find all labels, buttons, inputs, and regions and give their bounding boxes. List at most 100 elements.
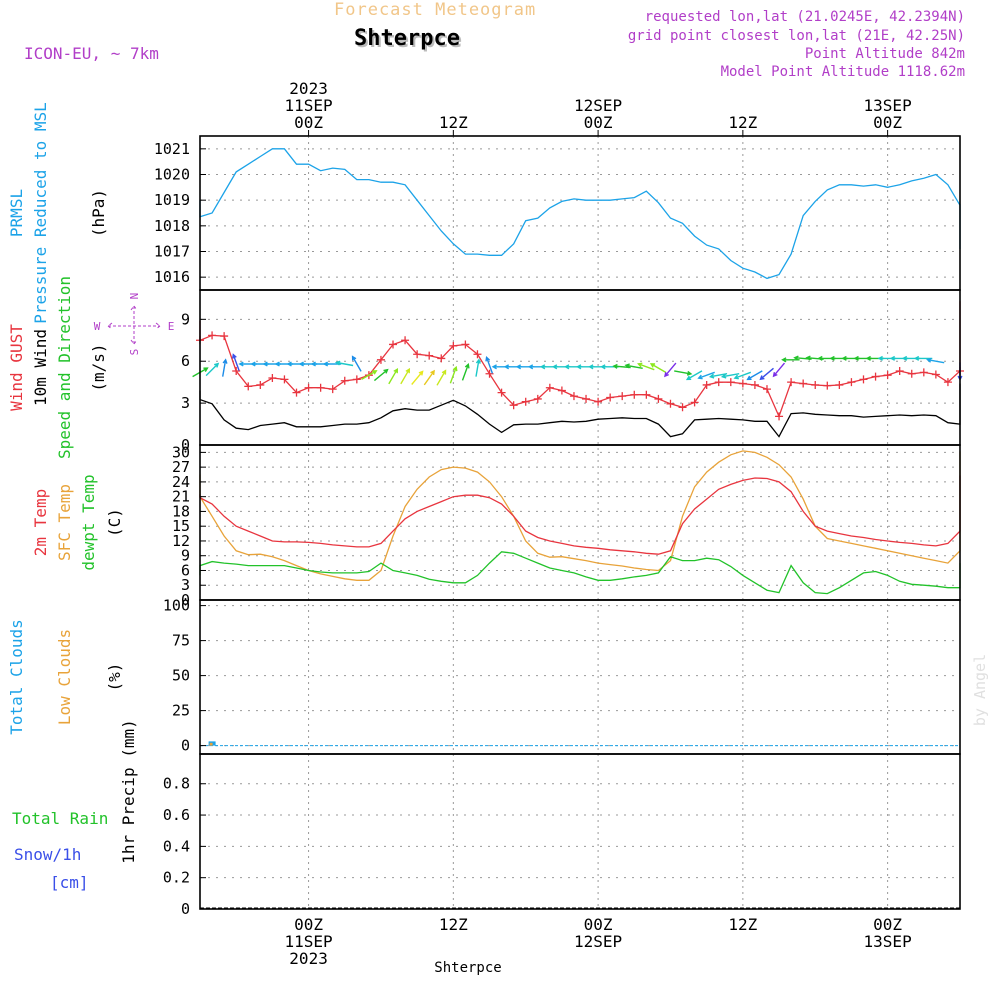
gust-marker xyxy=(847,378,856,387)
temperature-ytick-label: 21 xyxy=(172,488,190,506)
gust-marker xyxy=(376,355,385,364)
gust-marker xyxy=(401,336,410,345)
gust-marker xyxy=(931,370,940,379)
gust-marker xyxy=(268,373,277,382)
precip-legend-0: Total Rain xyxy=(12,809,108,828)
bottom-time-label: 00Z xyxy=(584,915,613,934)
wind-arrow xyxy=(361,370,378,381)
wind-arrow xyxy=(485,356,494,374)
gust-marker xyxy=(823,381,832,390)
gust-marker xyxy=(497,388,506,397)
gust-marker xyxy=(775,412,784,421)
bottom-time-label: 00Z xyxy=(294,915,323,934)
gust-marker xyxy=(895,366,904,375)
temperature-ytick-label: 30 xyxy=(172,443,190,461)
footer-location: Shterpce xyxy=(434,960,501,976)
wind-arrow xyxy=(720,373,740,379)
wind-arrow xyxy=(772,362,786,378)
gust-marker xyxy=(907,369,916,378)
top-time-label: 11SEP xyxy=(284,96,332,115)
pressure-ytick-label: 1020 xyxy=(154,166,190,184)
wind-ylabel-2: Speed and Direction xyxy=(55,276,74,459)
compass-south: S xyxy=(128,349,141,356)
gust-marker xyxy=(352,375,361,384)
temperature-ylabel-3: (C) xyxy=(105,508,124,537)
gust-marker xyxy=(449,341,458,350)
gust-marker xyxy=(618,392,627,401)
temperature-ylabel-2: dewpt Temp xyxy=(79,474,98,570)
gust-marker xyxy=(256,380,265,389)
wind-ytick-label: 3 xyxy=(181,394,190,412)
clouds-ytick-label: 25 xyxy=(172,702,190,720)
bottom-time-label: 11SEP xyxy=(284,932,332,951)
gust-marker xyxy=(666,399,675,408)
bottom-time-label: 12SEP xyxy=(574,932,622,951)
gust-marker xyxy=(316,383,325,392)
point-altitude: Point Altitude 842m xyxy=(804,46,965,62)
wind-ylabel-0: Wind GUST xyxy=(7,324,26,411)
gust-marker xyxy=(714,378,723,387)
wind-arrow xyxy=(423,369,435,386)
low-clouds-bar xyxy=(209,742,213,746)
gust-marker xyxy=(545,383,554,392)
pressure-ytick-label: 1019 xyxy=(154,191,190,209)
pressure-ylabel-1: Pressure Reduced to MSL xyxy=(31,102,50,324)
top-time-label: 00Z xyxy=(873,113,902,132)
precip-panel-frame xyxy=(199,753,961,910)
gust-marker xyxy=(702,380,711,389)
wind-ytick-label: 9 xyxy=(181,310,190,328)
precip-ytick-label: 0 xyxy=(181,900,190,918)
wind-arrow xyxy=(475,358,481,377)
gust-marker xyxy=(943,378,952,387)
wind-arrow xyxy=(461,363,470,381)
temperature-ytick-label: 3 xyxy=(181,576,190,594)
precip-ytick-label: 0.8 xyxy=(163,775,190,793)
gust-marker xyxy=(280,375,289,384)
gust-marker xyxy=(413,350,422,359)
wind-ytick-label: 0 xyxy=(181,436,190,454)
compass-north: N xyxy=(128,293,141,300)
wind-arrow xyxy=(926,357,945,364)
temperature-ytick-label: 0 xyxy=(181,591,190,609)
chart-title: Forecast Meteogram xyxy=(334,0,537,20)
temperature-panel-frame xyxy=(199,444,961,601)
top-time-label: 12SEP xyxy=(574,96,622,115)
precip-ytick-label: 0.4 xyxy=(163,837,190,855)
wind-arrow xyxy=(436,369,447,386)
clouds-ylabel-2: (%) xyxy=(105,663,124,692)
wind-arrow xyxy=(411,370,424,385)
wind-arrow xyxy=(388,367,399,385)
top-time-label: 00Z xyxy=(294,113,323,132)
wind-series-wind10m xyxy=(199,383,961,438)
wind-arrow xyxy=(685,370,703,381)
top-time-label: 2023 xyxy=(289,79,328,98)
wind-arrow xyxy=(637,362,655,371)
wind-arrow xyxy=(759,367,774,381)
temperature-ytick-label: 12 xyxy=(172,532,190,550)
gust-marker xyxy=(630,390,639,399)
gust-marker xyxy=(594,397,603,406)
gust-marker xyxy=(328,385,337,394)
wind-arrow xyxy=(697,371,715,380)
wind-arrow xyxy=(746,370,763,381)
pressure-panel-frame xyxy=(199,135,961,291)
grid-point-coords: grid point closest lon,lat (21E, 42.25N) xyxy=(627,28,965,44)
bottom-time-label: 12Z xyxy=(728,915,757,934)
precip-legend-1: Snow/1h xyxy=(14,845,81,864)
gust-marker xyxy=(919,368,928,377)
gust-marker xyxy=(244,382,253,391)
gust-marker xyxy=(654,394,663,403)
wind-arrow xyxy=(373,368,389,382)
pressure-ytick-label: 1017 xyxy=(154,243,190,261)
pressure-ytick-label: 1016 xyxy=(154,268,190,286)
gust-marker xyxy=(738,379,747,388)
gust-marker xyxy=(606,393,615,402)
wind-arrow xyxy=(449,365,458,384)
wind-ylabel-3: (m/s) xyxy=(89,343,108,391)
gust-marker xyxy=(787,378,796,387)
temperature-ytick-label: 27 xyxy=(172,458,190,476)
compass-rose-icon xyxy=(107,305,161,345)
wind-arrow xyxy=(351,355,362,372)
temperature-ytick-label: 24 xyxy=(172,473,190,491)
